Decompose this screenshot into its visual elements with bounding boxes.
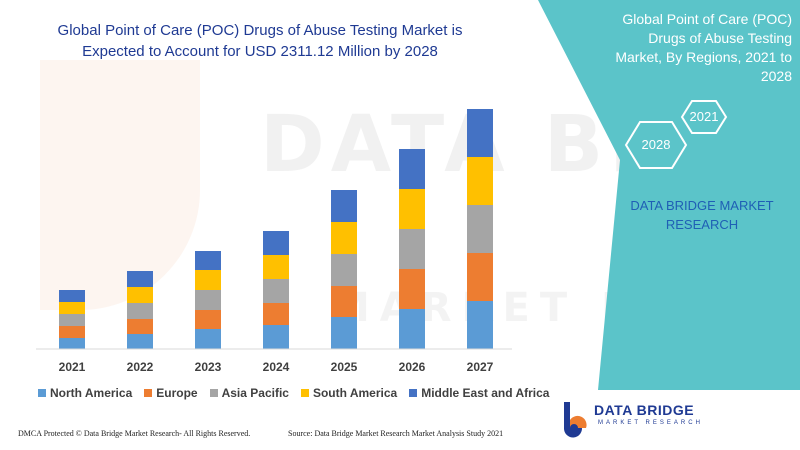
legend-swatch xyxy=(209,389,218,397)
hex-year-2021: 2021 xyxy=(689,109,719,124)
legend-item-south-america: South America xyxy=(300,386,398,400)
legend-item-north-america: North America xyxy=(38,386,132,400)
legend-label: Europe xyxy=(156,386,198,400)
logo-subtext: MARKET RESEARCH xyxy=(598,420,703,426)
bar-segment-2021-north-america xyxy=(59,338,85,349)
bar-segment-2022-south-america xyxy=(127,287,153,303)
legend-label: North America xyxy=(50,386,133,400)
legend-swatch xyxy=(144,389,153,397)
x-tick-label-2022: 2022 xyxy=(127,360,154,374)
x-tick-label-2021: 2021 xyxy=(59,360,86,374)
panel-company-name: DATA BRIDGE MARKET RESEARCH xyxy=(630,198,774,232)
bar-segment-2023-asia-pacific xyxy=(195,290,221,310)
bar-segment-2022-north-america xyxy=(127,334,153,349)
legend-item-middle-east-and-africa: Middle East and Africa xyxy=(409,386,549,400)
bar-segment-2024-north-america xyxy=(263,325,289,349)
bar-segment-2022-asia-pacific xyxy=(127,303,153,319)
x-tick-label-2024: 2024 xyxy=(263,360,290,374)
bar-segment-2025-south-america xyxy=(331,222,357,254)
hex-year-2028: 2028 xyxy=(641,137,671,152)
chart-legend: North America Europe Asia Pacific South Ame… xyxy=(38,384,549,402)
bar-segment-2021-middle-east-and-africa xyxy=(59,290,85,302)
bar-segment-2025-europe xyxy=(331,286,357,317)
legend-swatch xyxy=(409,389,418,397)
bar-segment-2026-north-america xyxy=(399,309,425,349)
logo-name: DATA BRIDGE xyxy=(594,402,695,418)
bar-segment-2023-south-america xyxy=(195,270,221,290)
bar-segment-2027-south-america xyxy=(467,157,493,205)
bar-segment-2026-asia-pacific xyxy=(399,229,425,269)
legend-label: Middle East and Africa xyxy=(421,386,550,400)
bar-segment-2027-asia-pacific xyxy=(467,205,493,253)
bar-segment-2022-europe xyxy=(127,319,153,334)
bar-segment-2027-north-america xyxy=(467,301,493,349)
legend-label: South America xyxy=(312,386,398,400)
bar-segment-2024-europe xyxy=(263,303,289,325)
bar-group xyxy=(59,109,493,349)
bar-segment-2024-middle-east-and-africa xyxy=(263,231,289,255)
bar-segment-2026-europe xyxy=(399,269,425,309)
company-logo xyxy=(563,402,587,438)
x-tick-label-2025: 2025 xyxy=(331,360,358,374)
bar-segment-2023-north-america xyxy=(195,329,221,349)
legend-swatch xyxy=(300,389,309,397)
bar-segment-2022-middle-east-and-africa xyxy=(127,271,153,287)
legend-item-asia-pacific: Asia Pacific xyxy=(209,386,289,400)
x-tick-labels: 2021 2022 2023 2024 2025 2026 2027 xyxy=(59,360,494,374)
source-note: Source: Data Bridge Market Research Mark… xyxy=(288,429,504,438)
legend-swatch xyxy=(38,389,46,397)
legend-item-europe: Europe xyxy=(144,386,198,400)
bar-segment-2025-asia-pacific xyxy=(331,254,357,286)
bar-segment-2025-north-america xyxy=(331,317,357,349)
bar-segment-2027-middle-east-and-africa xyxy=(467,109,493,157)
panel-title: Global Point of Care (POC) Drugs of Abus… xyxy=(615,11,792,84)
bar-segment-2021-europe xyxy=(59,326,85,338)
copyright-notice: DMCA Protected © Data Bridge Market Rese… xyxy=(18,429,251,438)
x-tick-label-2026: 2026 xyxy=(399,360,426,374)
bar-segment-2023-middle-east-and-africa xyxy=(195,251,221,270)
bar-segment-2027-europe xyxy=(467,253,493,301)
x-tick-label-2027: 2027 xyxy=(467,360,494,374)
bar-segment-2021-asia-pacific xyxy=(59,314,85,326)
x-tick-label-2023: 2023 xyxy=(195,360,222,374)
chart-title: Global Point of Care (POC) Drugs of Abus… xyxy=(57,22,463,60)
bar-segment-2026-south-america xyxy=(399,189,425,229)
legend-label: Asia Pacific xyxy=(221,386,289,400)
bar-segment-2024-south-america xyxy=(263,255,289,279)
bar-segment-2024-asia-pacific xyxy=(263,279,289,303)
bar-segment-2026-middle-east-and-africa xyxy=(399,149,425,189)
bar-segment-2021-south-america xyxy=(59,302,85,314)
bar-segment-2025-middle-east-and-africa xyxy=(331,190,357,222)
bar-segment-2023-europe xyxy=(195,310,221,329)
